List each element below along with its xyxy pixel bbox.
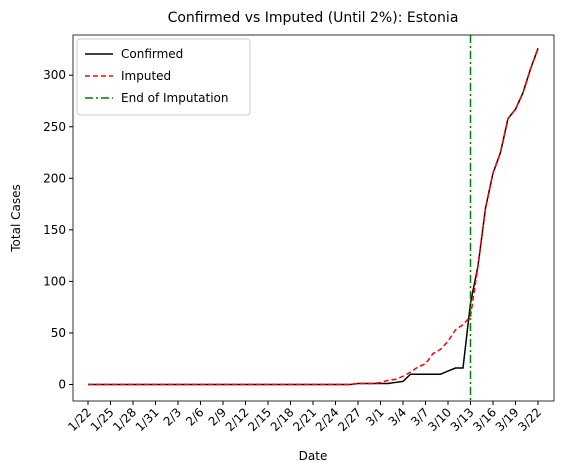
legend-label: End of Imputation: [121, 91, 229, 105]
plot-frame: [72, 34, 555, 402]
y-tick-label: 300: [43, 68, 66, 82]
x-tick-label: 1/22: [65, 405, 94, 434]
x-axis-label: Date: [299, 449, 328, 463]
y-tick-label: 100: [43, 274, 66, 288]
x-tick-label: 2/21: [290, 405, 319, 434]
x-tick-label: 3/10: [425, 405, 454, 434]
x-tick-label: 2/27: [335, 405, 364, 434]
y-tick-label: 0: [58, 378, 66, 392]
y-tick-label: 250: [43, 120, 66, 134]
x-tick-label: 2/24: [313, 405, 342, 434]
x-tick-label: 3/16: [470, 405, 499, 434]
legend-box: [76, 38, 251, 116]
y-tick-label: 150: [43, 223, 66, 237]
legend-label: Confirmed: [121, 47, 183, 61]
x-tick-label: 1/25: [88, 405, 117, 434]
x-tick-label: 3/4: [386, 405, 410, 429]
x-tick-label: 3/13: [448, 405, 477, 434]
x-tick-label: 2/15: [245, 405, 274, 434]
legend-label: Imputed: [121, 69, 171, 83]
x-tick-label: 1/28: [110, 405, 139, 434]
y-tick-label: 200: [43, 171, 66, 185]
x-tick-label: 3/22: [515, 405, 544, 434]
x-tick-label: 3/19: [493, 405, 522, 434]
y-tick-label: 50: [51, 326, 66, 340]
x-tick-label: 2/12: [223, 405, 252, 434]
x-tick-label: 3/1: [363, 405, 387, 429]
x-tick-label: 2/6: [183, 405, 207, 429]
x-tick-label: 2/3: [161, 405, 185, 429]
x-tick-label: 2/18: [268, 405, 297, 434]
series-line: [88, 48, 539, 386]
y-axis-label: Total Cases: [9, 184, 23, 252]
chart-title: Confirmed vs Imputed (Until 2%): Estonia: [168, 10, 459, 26]
x-tick-label: 1/31: [133, 405, 162, 434]
